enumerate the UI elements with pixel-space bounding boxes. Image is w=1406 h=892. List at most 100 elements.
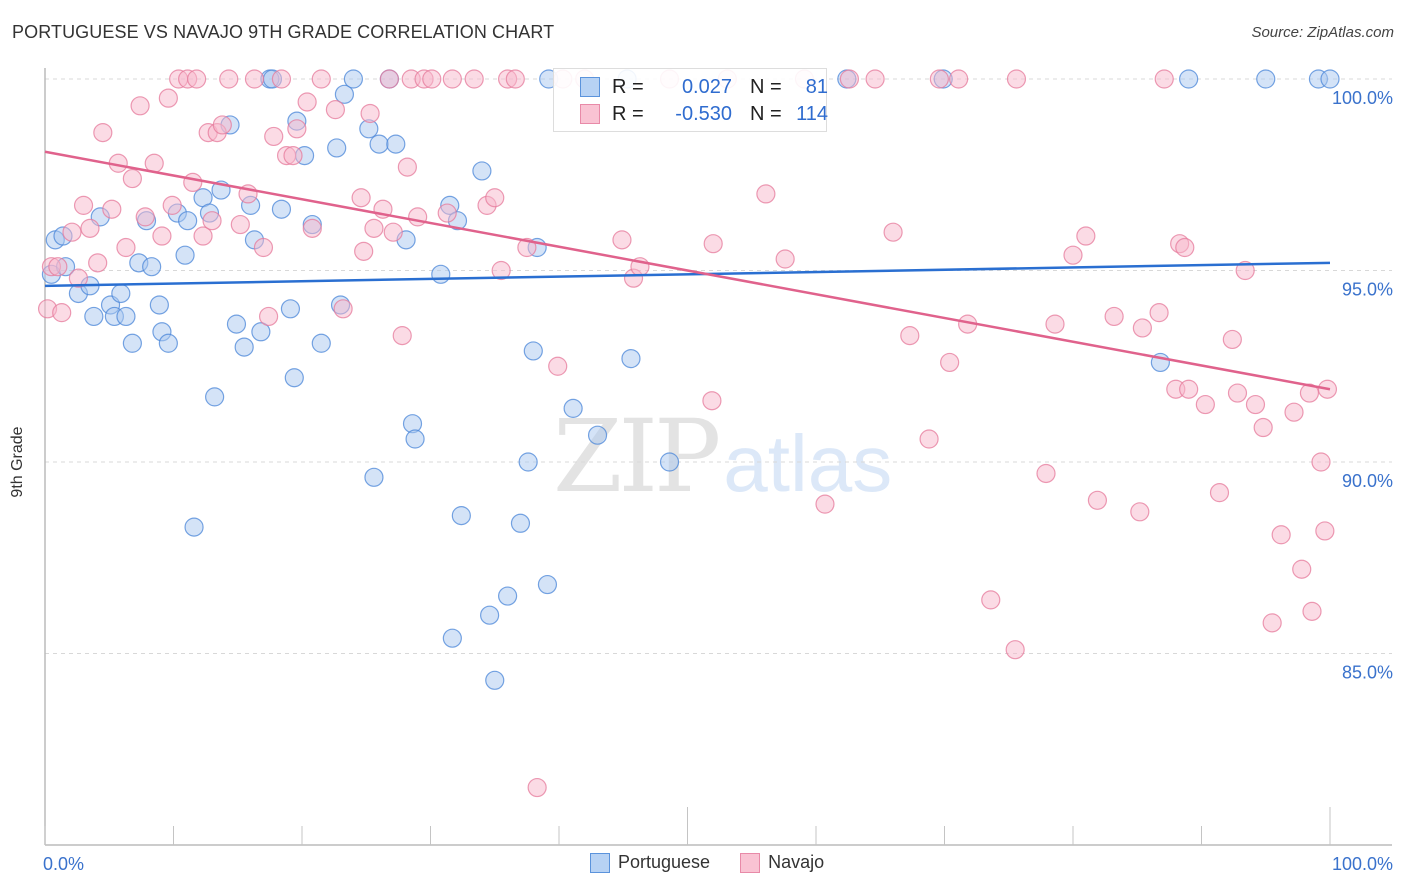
navajo-point <box>919 429 939 449</box>
portuguese-trend-line <box>44 261 1331 288</box>
source-label: Source: ZipAtlas.com <box>1251 24 1394 41</box>
navajo-point <box>940 352 960 373</box>
navajo-point <box>93 123 113 143</box>
legend-label-navajo: Navajo <box>768 852 825 872</box>
navajo-point <box>1104 306 1124 327</box>
navajo-point <box>183 172 203 193</box>
navajo-point <box>1315 521 1335 541</box>
y-tick-label: 100.0% <box>1332 88 1393 108</box>
trend-lines <box>44 150 1331 391</box>
r-label: R = <box>612 102 644 125</box>
portuguese-point <box>431 264 451 284</box>
navajo-point <box>80 218 100 238</box>
navajo-point <box>1087 490 1108 510</box>
portuguese-points <box>41 69 1340 690</box>
navajo-point <box>408 207 428 227</box>
portuguese-point <box>311 333 331 353</box>
navajo-point <box>48 257 68 277</box>
navajo-point <box>517 237 537 258</box>
portuguese-point <box>1256 69 1276 89</box>
navajo-points <box>37 69 1338 798</box>
navajo-point <box>62 222 82 242</box>
navajo-point <box>702 391 722 411</box>
portuguese-point <box>111 283 131 304</box>
navajo-point <box>1235 260 1255 281</box>
y-tick-label: 85.0% <box>1342 663 1393 683</box>
navajo-point <box>379 69 399 89</box>
navajo-point <box>612 230 632 250</box>
r-value: 0.027 <box>681 75 732 98</box>
navajo-point <box>392 326 412 346</box>
navajo-point <box>491 260 511 281</box>
navajo-point <box>1195 394 1215 415</box>
navajo-point <box>1245 394 1266 415</box>
portuguese-point <box>327 138 347 158</box>
navajo-point <box>1292 559 1312 579</box>
portuguese-point <box>537 574 558 595</box>
navajo-point <box>1063 245 1083 265</box>
navajo-point <box>102 199 122 219</box>
navajo-swatch <box>580 104 600 124</box>
portuguese-point <box>405 429 425 449</box>
portuguese-point <box>84 306 104 327</box>
navajo-point <box>244 69 265 89</box>
portuguese-point <box>251 322 271 342</box>
navajo-point <box>1284 402 1304 422</box>
navajo-point <box>1179 379 1199 399</box>
portuguese-swatch <box>590 852 610 873</box>
navajo-point <box>230 214 250 235</box>
legend-item-portuguese[interactable]: Portuguese <box>590 852 710 873</box>
n-value: 81 <box>805 75 828 98</box>
legend-row-portuguese: R = 0.027 N = 81 <box>580 75 828 99</box>
navajo-point <box>52 303 72 323</box>
portuguese-swatch <box>580 77 600 97</box>
navajo-point <box>1076 226 1096 246</box>
navajo-point <box>68 268 89 288</box>
portuguese-point <box>518 452 538 472</box>
navajo-point <box>360 103 380 124</box>
gridlines <box>45 78 1392 654</box>
series-legend: Portuguese Navajo <box>590 852 854 873</box>
portuguese-point <box>122 333 142 353</box>
navajo-point <box>422 69 442 89</box>
navajo-point <box>258 306 279 327</box>
navajo-point <box>756 184 776 204</box>
portuguese-point <box>149 295 169 315</box>
portuguese-point <box>271 199 292 219</box>
navajo-point <box>703 234 723 254</box>
r-value: -0.530 <box>675 102 732 125</box>
navajo-point <box>253 237 274 258</box>
navajo-point <box>949 69 969 89</box>
navajo-point <box>187 69 207 89</box>
portuguese-point <box>472 161 492 181</box>
portuguese-point <box>334 84 355 104</box>
navajo-point <box>271 69 292 89</box>
navajo-point <box>383 222 403 242</box>
correlation-legend: R = 0.027 N = 81 R = -0.530 N = 114 <box>553 68 828 132</box>
navajo-point <box>548 356 568 376</box>
portuguese-point <box>659 452 680 472</box>
chart-title: PORTUGUESE VS NAVAJO 9TH GRADE CORRELATI… <box>12 22 555 42</box>
navajo-point <box>505 69 525 89</box>
portuguese-point <box>184 517 204 537</box>
navajo-point <box>929 69 949 89</box>
portuguese-point <box>485 670 505 690</box>
navajo-point <box>264 126 284 147</box>
portuguese-point <box>451 506 471 526</box>
portuguese-point <box>442 628 462 648</box>
portuguese-point <box>116 306 136 327</box>
navajo-point <box>1132 318 1152 338</box>
navajo-point <box>130 96 150 116</box>
legend-item-navajo[interactable]: Navajo <box>740 852 824 873</box>
navajo-point <box>325 100 346 120</box>
navajo-point <box>122 168 142 189</box>
y-axis-label: 9th Grade <box>9 426 26 498</box>
navajo-point <box>437 203 457 223</box>
navajo-point <box>212 115 232 135</box>
y-tick-label: 95.0% <box>1342 280 1393 300</box>
navajo-point <box>1045 314 1065 334</box>
navajo-point <box>287 119 307 139</box>
navajo-point <box>116 237 136 258</box>
navajo-point <box>73 195 94 215</box>
portuguese-point <box>142 257 162 277</box>
